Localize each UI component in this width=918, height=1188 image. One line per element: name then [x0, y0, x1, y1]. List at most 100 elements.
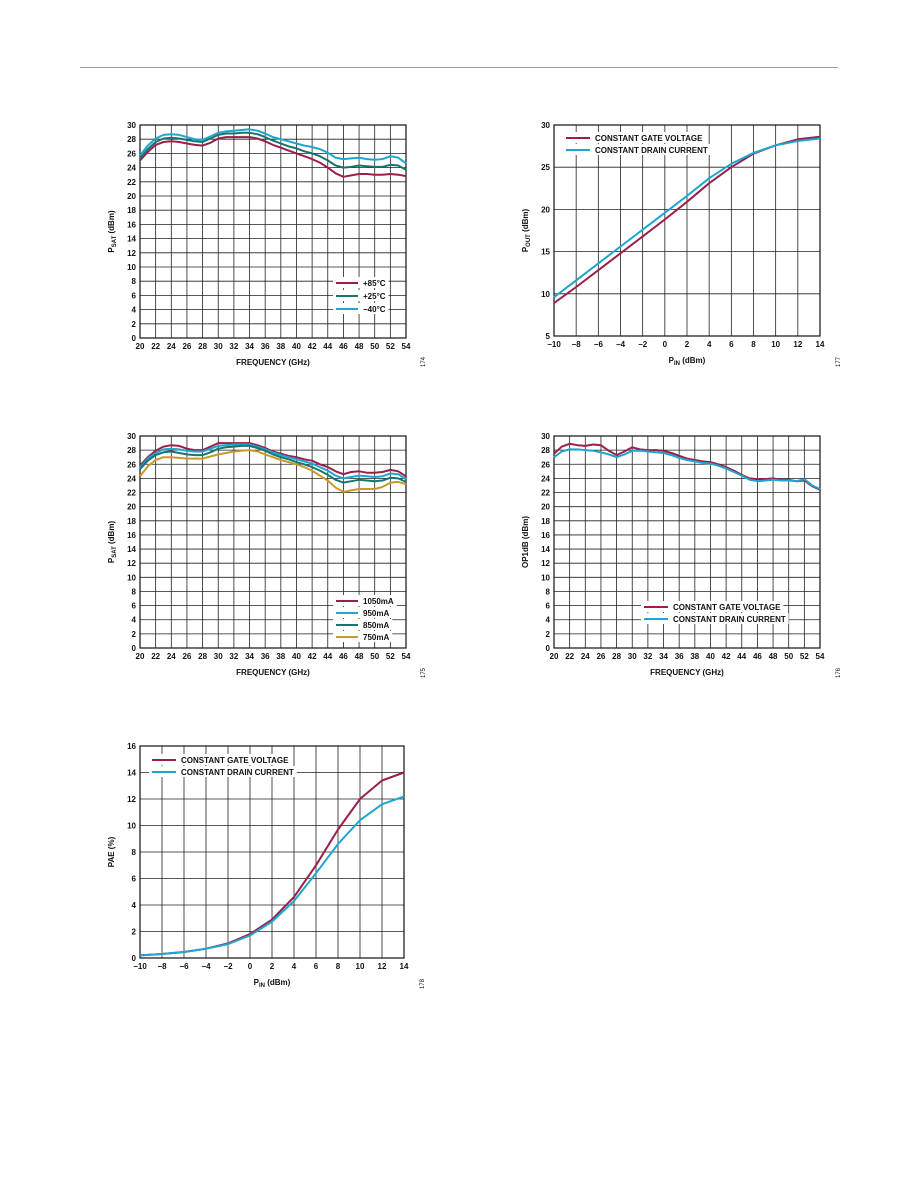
- figure-number: 176: [836, 667, 842, 678]
- x-tick-label: 10: [771, 340, 780, 349]
- y-tick-label: 8: [132, 848, 137, 857]
- legend-item: CONSTANT DRAIN CURRENT: [149, 766, 297, 777]
- figure-number: 174: [421, 356, 427, 367]
- legend: +85°C +25°C −40°C: [333, 277, 389, 314]
- x-tick-label: 52: [386, 342, 395, 351]
- x-tick-label: 36: [261, 342, 270, 351]
- plot-frame: [139, 124, 407, 339]
- legend-item: CONSTANT GATE VOLTAGE: [563, 132, 706, 143]
- y-tick-label: 26: [541, 460, 550, 469]
- x-tick-label: −2: [638, 340, 648, 349]
- legend: 1050mA 950mA 850mA 750mA: [333, 595, 397, 642]
- legend-text-backdrop: [671, 613, 789, 624]
- x-tick-label: 48: [355, 652, 364, 661]
- x-tick-label: 28: [198, 342, 207, 351]
- x-tick-label: 42: [308, 652, 317, 661]
- legend-text-backdrop: [361, 290, 389, 301]
- y-tick-label: 16: [127, 220, 136, 229]
- x-tick-label: −6: [179, 962, 189, 971]
- x-tick-label: 24: [167, 652, 176, 661]
- legend-text-backdrop: [361, 607, 393, 618]
- x-tick-label: 42: [722, 652, 731, 661]
- y-tick-label: 14: [127, 769, 136, 778]
- series-line: [553, 442, 821, 491]
- legend: CONSTANT GATE VOLTAGE CONSTANT DRAIN CURR…: [149, 754, 297, 777]
- y-tick-label: 24: [541, 474, 550, 483]
- x-tick-label: 44: [737, 652, 746, 661]
- y-tick-label: 2: [132, 630, 137, 639]
- x-tick-label: 20: [136, 342, 145, 351]
- x-tick-label: 12: [793, 340, 802, 349]
- x-axis-label: FREQUENCY (GHz): [236, 358, 310, 367]
- x-tick-label: 20: [136, 652, 145, 661]
- y-tick-label: 20: [127, 192, 136, 201]
- x-tick-label: 20: [550, 652, 559, 661]
- legend-label: 950mA: [363, 609, 389, 618]
- x-tick-label: 44: [323, 342, 332, 351]
- y-tick-label: 4: [132, 306, 137, 315]
- y-tick-label: 30: [541, 432, 550, 441]
- x-tick-label: 28: [198, 652, 207, 661]
- x-tick-label: 48: [355, 342, 364, 351]
- x-tick-label: 26: [596, 652, 605, 661]
- y-tick-label: 10: [127, 573, 136, 582]
- legend-item: CONSTANT DRAIN CURRENT: [641, 613, 789, 624]
- legend-label: +85°C: [363, 279, 386, 288]
- x-tick-label: 22: [565, 652, 574, 661]
- y-axis-label: PSAT (dBm): [107, 210, 118, 253]
- x-tick-label: −10: [133, 962, 147, 971]
- x-tick-label: −6: [594, 340, 604, 349]
- x-tick-label: 38: [690, 652, 699, 661]
- series-line: [139, 136, 407, 178]
- x-tick-label: 26: [182, 342, 191, 351]
- legend-text-backdrop: [671, 601, 784, 612]
- x-tick-label: 22: [151, 652, 160, 661]
- y-tick-label: 10: [541, 573, 550, 582]
- legend-text-backdrop: [361, 595, 397, 606]
- legend-label: +25°C: [363, 292, 386, 301]
- y-tick-label: 2: [132, 928, 137, 937]
- y-tick-label: 14: [127, 235, 136, 244]
- series-line: [139, 449, 407, 493]
- series-line: [139, 444, 407, 484]
- y-tick-label: 28: [127, 446, 136, 455]
- figure-number: 175: [421, 667, 427, 678]
- x-tick-label: −10: [547, 340, 561, 349]
- y-tick-label: 25: [541, 163, 550, 172]
- legend-label: CONSTANT DRAIN CURRENT: [595, 146, 708, 155]
- legend-text-backdrop: [179, 766, 297, 777]
- y-tick-label: 4: [132, 616, 137, 625]
- y-tick-label: 0: [546, 644, 551, 653]
- chart-4: 20 22 24 26 28 30 32 34 36 38 40 42 44 46 48 50 52 540246…: [521, 432, 842, 678]
- y-axis-label: PAE (%): [107, 836, 116, 867]
- y-tick-label: 0: [132, 644, 137, 653]
- series-line: [139, 131, 407, 171]
- x-tick-label: 42: [308, 342, 317, 351]
- y-tick-label: 16: [127, 531, 136, 540]
- chart-2: −10 −8 −6 −4 −2 0 2 4 6 8 10 12 14 5 10 15 20 25 30 PIN (dB…: [521, 121, 842, 367]
- x-tick-label: −4: [201, 962, 211, 971]
- y-tick-label: 18: [127, 517, 136, 526]
- plot-frame: [139, 745, 405, 959]
- y-tick-label: 0: [132, 954, 137, 963]
- y-tick-label: 20: [127, 503, 136, 512]
- x-tick-label: 8: [336, 962, 341, 971]
- y-tick-label: 2: [132, 320, 137, 329]
- y-tick-label: 28: [541, 446, 550, 455]
- series-line: [139, 443, 407, 480]
- x-tick-label: −8: [572, 340, 582, 349]
- x-axis-label: PIN (dBm): [254, 978, 291, 989]
- legend-label: 1050mA: [363, 597, 394, 606]
- legend-text-backdrop: [361, 619, 393, 630]
- legend-text-backdrop: [179, 754, 292, 765]
- x-tick-label: 12: [378, 962, 387, 971]
- x-tick-label: 30: [214, 342, 223, 351]
- legend-label: CONSTANT DRAIN CURRENT: [181, 768, 294, 777]
- y-tick-label: 14: [127, 545, 136, 554]
- y-tick-label: 6: [132, 291, 137, 300]
- legend-text-backdrop: [361, 631, 393, 642]
- x-tick-label: 50: [370, 342, 379, 351]
- x-axis-label: PIN (dBm): [669, 356, 706, 367]
- y-tick-label: 24: [127, 164, 136, 173]
- y-tick-label: 8: [132, 587, 137, 596]
